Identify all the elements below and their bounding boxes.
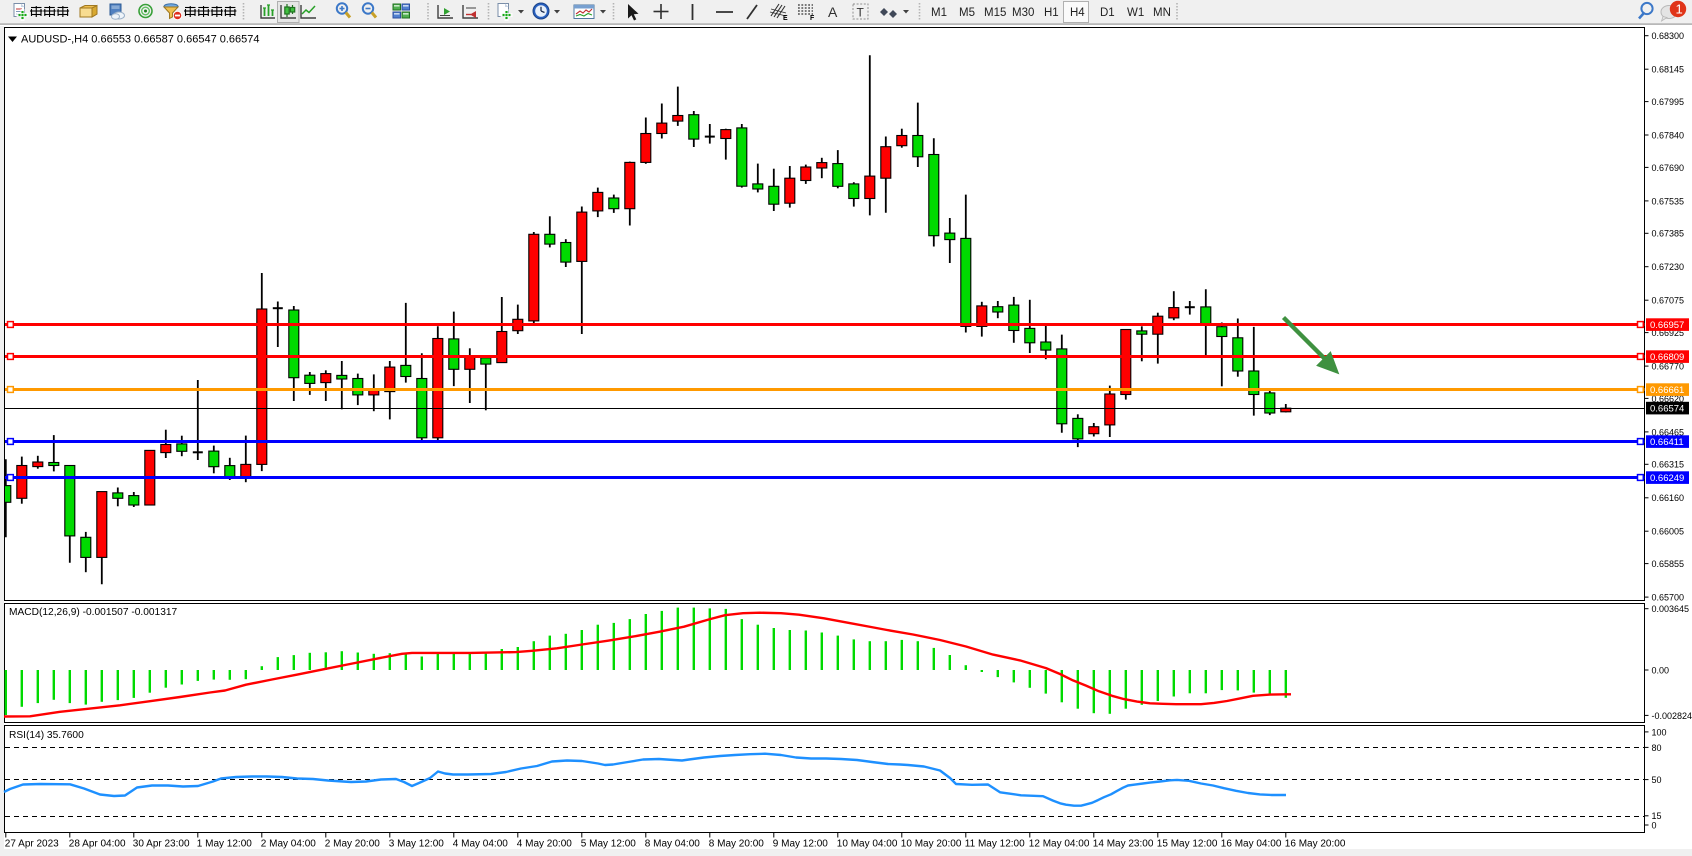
svg-text:0.66411: 0.66411 xyxy=(1650,437,1684,448)
svg-text:27 Apr 2023: 27 Apr 2023 xyxy=(5,839,59,850)
svg-text:3 May 12:00: 3 May 12:00 xyxy=(389,839,444,850)
svg-text:MACD(12,26,9) -0.001507 -0.001: MACD(12,26,9) -0.001507 -0.001317 xyxy=(9,607,178,618)
svg-text:RSI(14) 35.7600: RSI(14) 35.7600 xyxy=(9,730,84,741)
svg-text:8 May 04:00: 8 May 04:00 xyxy=(645,839,700,850)
svg-text:8 May 20:00: 8 May 20:00 xyxy=(709,839,764,850)
svg-text:0.67995: 0.67995 xyxy=(1652,97,1685,107)
svg-text:0.66770: 0.66770 xyxy=(1652,362,1685,372)
svg-text:0.67690: 0.67690 xyxy=(1652,163,1685,173)
svg-text:-0.002824: -0.002824 xyxy=(1652,711,1692,721)
svg-text:H1: H1 xyxy=(1044,7,1059,19)
svg-text:0: 0 xyxy=(1652,820,1657,830)
svg-text:M1: M1 xyxy=(931,7,947,19)
svg-text:11 May 12:00: 11 May 12:00 xyxy=(965,839,1025,850)
svg-text:28 Apr 04:00: 28 Apr 04:00 xyxy=(69,839,126,850)
svg-text:16 May 04:00: 16 May 04:00 xyxy=(1221,839,1282,850)
svg-text:0.66925: 0.66925 xyxy=(1652,328,1685,338)
svg-text:H4: H4 xyxy=(1070,7,1085,19)
svg-text:10 May 04:00: 10 May 04:00 xyxy=(837,839,898,850)
svg-text:E: E xyxy=(783,15,788,22)
svg-text:0.66160: 0.66160 xyxy=(1652,493,1685,503)
svg-text:80: 80 xyxy=(1652,743,1662,753)
svg-text:14 May 23:00: 14 May 23:00 xyxy=(1093,839,1154,850)
svg-text:100: 100 xyxy=(1652,727,1667,737)
svg-text:0.68300: 0.68300 xyxy=(1652,31,1685,41)
svg-text:0.68145: 0.68145 xyxy=(1652,65,1685,75)
svg-text:D1: D1 xyxy=(1100,7,1115,19)
svg-text:F: F xyxy=(810,15,815,22)
svg-text:A: A xyxy=(828,4,838,20)
svg-text:1: 1 xyxy=(1676,2,1683,17)
svg-text:12 May 04:00: 12 May 04:00 xyxy=(1029,839,1090,850)
svg-text:9 May 12:00: 9 May 12:00 xyxy=(773,839,828,850)
svg-text:T: T xyxy=(857,6,865,20)
svg-text:2 May 04:00: 2 May 04:00 xyxy=(261,839,316,850)
svg-text:1 May 12:00: 1 May 12:00 xyxy=(197,839,252,850)
svg-text:0.66465: 0.66465 xyxy=(1652,427,1685,437)
svg-text:W1: W1 xyxy=(1127,7,1144,19)
svg-text:30 Apr 23:00: 30 Apr 23:00 xyxy=(133,839,190,850)
svg-text:10 May 20:00: 10 May 20:00 xyxy=(901,839,962,850)
svg-text:AUDUSD-,H4 0.66553 0.66587 0.: AUDUSD-,H4 0.66553 0.66587 0.66547 0.665… xyxy=(21,34,260,46)
svg-text:0.66315: 0.66315 xyxy=(1652,460,1685,470)
svg-text:4 May 04:00: 4 May 04:00 xyxy=(453,839,508,850)
svg-text:0.66957: 0.66957 xyxy=(1650,320,1684,331)
svg-text:M15: M15 xyxy=(984,7,1006,19)
svg-text:M5: M5 xyxy=(959,7,975,19)
svg-text:0.66661: 0.66661 xyxy=(1650,385,1684,396)
svg-text:0.67535: 0.67535 xyxy=(1652,196,1685,206)
svg-text:15: 15 xyxy=(1652,811,1662,821)
svg-text:M30: M30 xyxy=(1012,7,1034,19)
svg-text:0.65700: 0.65700 xyxy=(1652,593,1685,603)
svg-text:MN: MN xyxy=(1153,7,1171,19)
svg-text:0.67230: 0.67230 xyxy=(1652,262,1685,272)
svg-text:0.003645: 0.003645 xyxy=(1652,604,1690,614)
svg-text:50: 50 xyxy=(1652,775,1662,785)
svg-text:15 May 12:00: 15 May 12:00 xyxy=(1157,839,1218,850)
svg-text:0.67075: 0.67075 xyxy=(1652,296,1685,306)
svg-text:16 May 20:00: 16 May 20:00 xyxy=(1285,839,1346,850)
svg-text:0.66249: 0.66249 xyxy=(1650,473,1684,484)
svg-text:2 May 20:00: 2 May 20:00 xyxy=(325,839,380,850)
svg-text:0.66809: 0.66809 xyxy=(1650,352,1684,363)
svg-text:0.00: 0.00 xyxy=(1652,665,1670,675)
svg-text:0.65855: 0.65855 xyxy=(1652,559,1685,569)
svg-text:5 May 12:00: 5 May 12:00 xyxy=(581,839,636,850)
svg-text:0.67385: 0.67385 xyxy=(1652,229,1685,239)
svg-text:0.66005: 0.66005 xyxy=(1652,527,1685,537)
svg-text:0.66620: 0.66620 xyxy=(1652,394,1685,404)
svg-text:0.66574: 0.66574 xyxy=(1650,404,1684,415)
svg-text:0.67840: 0.67840 xyxy=(1652,130,1685,140)
svg-text:4 May 20:00: 4 May 20:00 xyxy=(517,839,572,850)
